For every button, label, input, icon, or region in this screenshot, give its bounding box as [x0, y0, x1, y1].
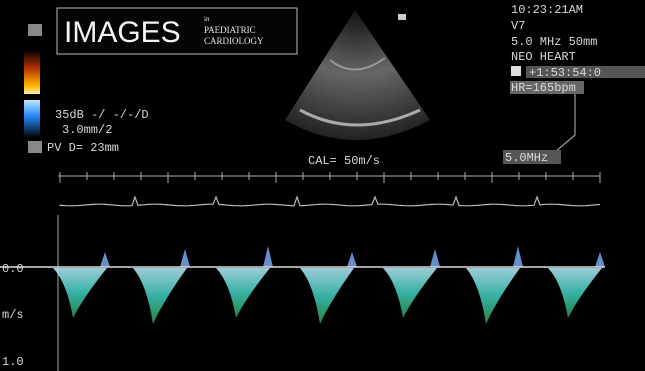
- logo-prefix: in: [204, 15, 210, 23]
- logo-line: PAEDIATRIC: [204, 25, 256, 35]
- logo-line: CARDIOLOGY: [204, 36, 264, 46]
- setting-text: 3.0mm/2: [62, 123, 112, 137]
- info-text: HR=165bpm: [511, 81, 576, 95]
- logo-title: IMAGES: [64, 16, 181, 49]
- scale-label: m/s: [2, 308, 24, 322]
- setting-text: PV D= 23mm: [47, 141, 119, 155]
- marker: [398, 14, 406, 20]
- icon: [28, 141, 42, 153]
- info-text: +1:53:54:0: [529, 66, 601, 80]
- calibration: CAL= 50m/s: [308, 154, 380, 168]
- icon: [511, 66, 521, 76]
- info-text: V7: [511, 19, 525, 33]
- ultrasound-screen: IMAGES in PAEDIATRIC CARDIOLOGY 35dB -/ …: [0, 0, 645, 371]
- scale-label: 0.0: [2, 262, 24, 276]
- info-text: 5.0MHz: [505, 151, 548, 165]
- info-text: 10:23:21AM: [511, 3, 583, 17]
- info-text: 5.0 MHz 50mm: [511, 35, 597, 49]
- scale-label: 1.0: [2, 355, 24, 369]
- info-text: NEO HEART: [511, 50, 576, 64]
- setting-text: 35dB -/ -/-/D: [55, 108, 149, 122]
- color-bar: [24, 100, 40, 138]
- icon: [28, 24, 42, 36]
- color-bar: [24, 50, 40, 94]
